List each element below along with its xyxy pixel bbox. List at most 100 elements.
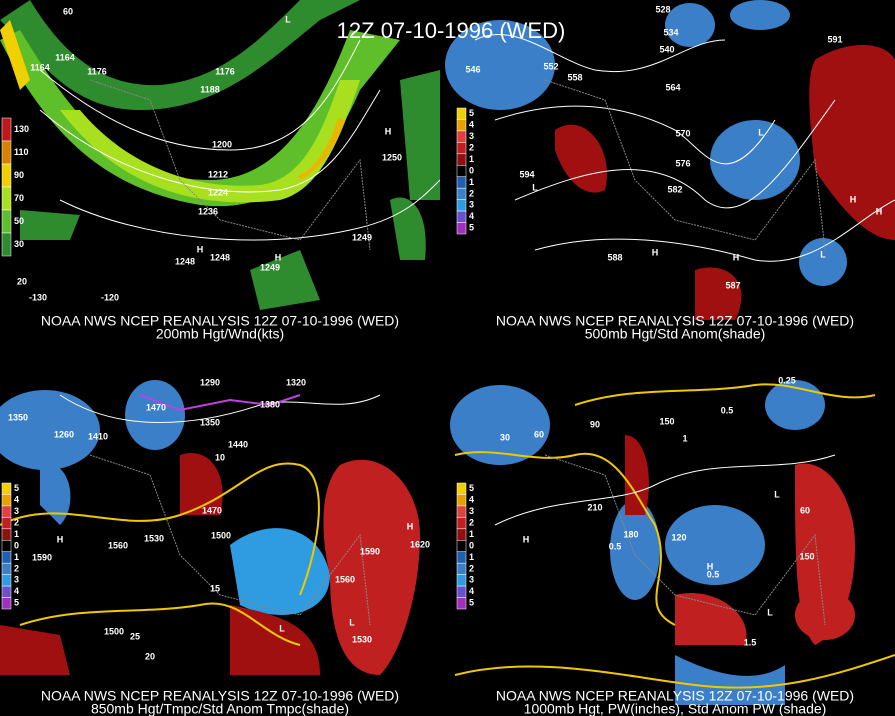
contour-label: 1350 (200, 417, 220, 427)
colorbar-swatch (456, 517, 467, 530)
colorbar-label: 1 (469, 154, 474, 164)
contour-label: 150 (799, 551, 814, 561)
contour-label: 30 (500, 432, 510, 442)
panel-500mb (445, 0, 895, 340)
colorbar-swatch (456, 505, 467, 518)
contour-label: 90 (590, 419, 600, 429)
subtitle: 500mb Hgt/Std Anom(shade) (585, 326, 766, 342)
colorbar-swatch (1, 482, 12, 495)
contour-label: 10 (215, 452, 225, 462)
contour-label: L (820, 249, 826, 259)
contour-label: 1200 (212, 139, 232, 149)
contour-label: 1440 (228, 439, 248, 449)
caption: NOAA NWS NCEP REANALYSIS 12Z 07-10-1996 … (496, 313, 854, 329)
contour-label: 150 (659, 416, 674, 426)
colorbar-swatch (456, 574, 467, 587)
colorbar-swatch (1, 562, 12, 575)
contour-label: L (349, 617, 355, 627)
contour-label: 180 (623, 529, 638, 539)
subtitle: 200mb Hgt/Wnd(kts) (156, 326, 284, 342)
contour-label: 210 (587, 502, 602, 512)
colorbar-label: 110 (14, 147, 29, 157)
colorbar-label: 4 (469, 120, 474, 130)
contour-label: 1470 (146, 402, 166, 412)
contour-label: 1212 (208, 169, 228, 179)
colorbar-swatch (1, 528, 12, 541)
contour-label: 1350 (8, 412, 28, 422)
contour-label: 0.5 (721, 405, 734, 415)
contour-label: 1590 (32, 552, 52, 562)
caption: NOAA NWS NCEP REANALYSIS 12Z 07-10-1996 … (41, 688, 399, 704)
contour-label: H (385, 126, 392, 136)
colorbar-swatch (456, 119, 467, 132)
colorbar-label: 4 (469, 495, 474, 505)
colorbar-label: 1 (14, 529, 19, 539)
contour-label: 1500 (211, 530, 231, 540)
contour-label: 1260 (54, 429, 74, 439)
contour-label: H (407, 521, 414, 531)
colorbar-swatch (1, 140, 12, 165)
contour-label: 0.5 (707, 569, 720, 579)
colorbar-label: 30 (14, 239, 24, 249)
contour-label: 1236 (198, 206, 218, 216)
colorbar-label: 1 (469, 177, 474, 187)
contour-label: L (285, 14, 291, 24)
colorbar-swatch (1, 585, 12, 598)
panel-850mb (0, 375, 440, 716)
colorbar-swatch (456, 142, 467, 155)
colorbar-swatch (1, 232, 12, 257)
contour-label: H (707, 561, 714, 571)
contour-label: 540 (659, 44, 674, 54)
colorbar-swatch (1, 163, 12, 188)
colorbar-label: 70 (14, 193, 24, 203)
contour-label: H (652, 247, 659, 257)
contour-label: 1380 (260, 399, 280, 409)
contour-label: 1560 (108, 540, 128, 550)
contour-label: 25 (130, 631, 140, 641)
colorbar-label: 5 (14, 598, 19, 608)
contour-label: 1176 (215, 66, 235, 76)
contour-label: L (767, 607, 773, 617)
colorbar-swatch (1, 505, 12, 518)
contour-label: 1164 (30, 62, 50, 72)
colorbar-label: 2 (14, 563, 19, 573)
colorbar-swatch (456, 528, 467, 541)
contour-label: 1248 (210, 252, 230, 262)
colorbar-label: 0 (14, 540, 19, 550)
colorbar-label: 2 (469, 188, 474, 198)
contour-label: H (876, 206, 883, 216)
contour-label: 564 (665, 82, 680, 92)
panel-200mb (0, 0, 441, 340)
colorbar-swatch (456, 107, 467, 120)
colorbar-swatch (1, 117, 12, 142)
contour-label: 20 (145, 651, 155, 661)
contour-label: H (523, 534, 530, 544)
colorbar-swatch (1, 186, 12, 211)
colorbar-label: 4 (469, 211, 474, 221)
caption: NOAA NWS NCEP REANALYSIS 12Z 07-10-1996 … (41, 313, 399, 329)
contour-label: 570 (675, 128, 690, 138)
colorbar-label: 3 (14, 506, 19, 516)
contour-label: 1590 (360, 546, 380, 556)
contour-label: -120 (101, 292, 119, 302)
contour-label: 60 (63, 6, 73, 16)
colorbar-swatch (1, 540, 12, 552)
contour-label: 15 (210, 583, 220, 593)
colorbar-label: 90 (14, 170, 24, 180)
contour-label: 1248 (175, 256, 195, 266)
colorbar-swatch (456, 210, 467, 223)
contour-label: 582 (667, 184, 682, 194)
contour-label: 552 (543, 61, 558, 71)
contour-label: 1224 (208, 187, 228, 197)
colorbar-label: 5 (469, 223, 474, 233)
colorbar-label: 2 (469, 563, 474, 573)
colorbar-swatch (456, 199, 467, 212)
colorbar-label: 0 (469, 165, 474, 175)
contour-label: 1249 (260, 262, 280, 272)
colorbar-label: 3 (469, 575, 474, 585)
caption: NOAA NWS NCEP REANALYSIS 12Z 07-10-1996 … (496, 688, 854, 704)
contour-label: 1176 (87, 66, 107, 76)
contour-label: 587 (725, 280, 740, 290)
